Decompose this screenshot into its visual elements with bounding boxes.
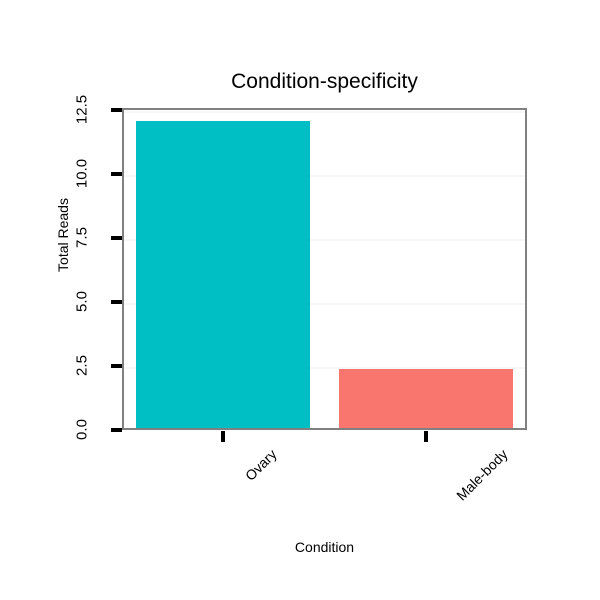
- x-axis-tick-label: Male-body: [452, 446, 511, 504]
- x-axis-tick: [221, 431, 226, 442]
- bar-ovary: [136, 120, 311, 428]
- y-axis-tick-label: 2.5: [73, 355, 91, 376]
- y-axis-tick-label: 7.5: [73, 227, 91, 248]
- gridline: [124, 239, 525, 241]
- gridline: [124, 175, 525, 177]
- x-axis-tick-label: Ovary: [242, 446, 280, 484]
- plot-area: [124, 110, 525, 428]
- y-axis-title: Total Reads: [55, 198, 71, 272]
- plot-panel: [122, 108, 527, 430]
- x-axis-tick: [423, 431, 428, 442]
- y-axis-tick: [111, 300, 122, 304]
- y-axis-tick-label: 0.0: [73, 419, 91, 440]
- y-axis-tick: [111, 108, 122, 112]
- y-axis-tick-label: 10.0: [73, 158, 91, 189]
- y-axis-tick: [111, 236, 122, 240]
- bar-male-body: [338, 369, 513, 428]
- y-axis-tick: [111, 172, 122, 176]
- gridline: [124, 111, 525, 113]
- gridline: [124, 303, 525, 305]
- y-axis-tick-label: 12.5: [73, 94, 91, 125]
- chart-title: Condition-specificity: [231, 70, 418, 93]
- y-axis-tick-label: 5.0: [73, 291, 91, 312]
- y-axis-tick: [111, 428, 122, 432]
- gridline: [124, 367, 525, 369]
- y-axis-tick: [111, 364, 122, 368]
- x-axis-title: Condition: [294, 539, 355, 555]
